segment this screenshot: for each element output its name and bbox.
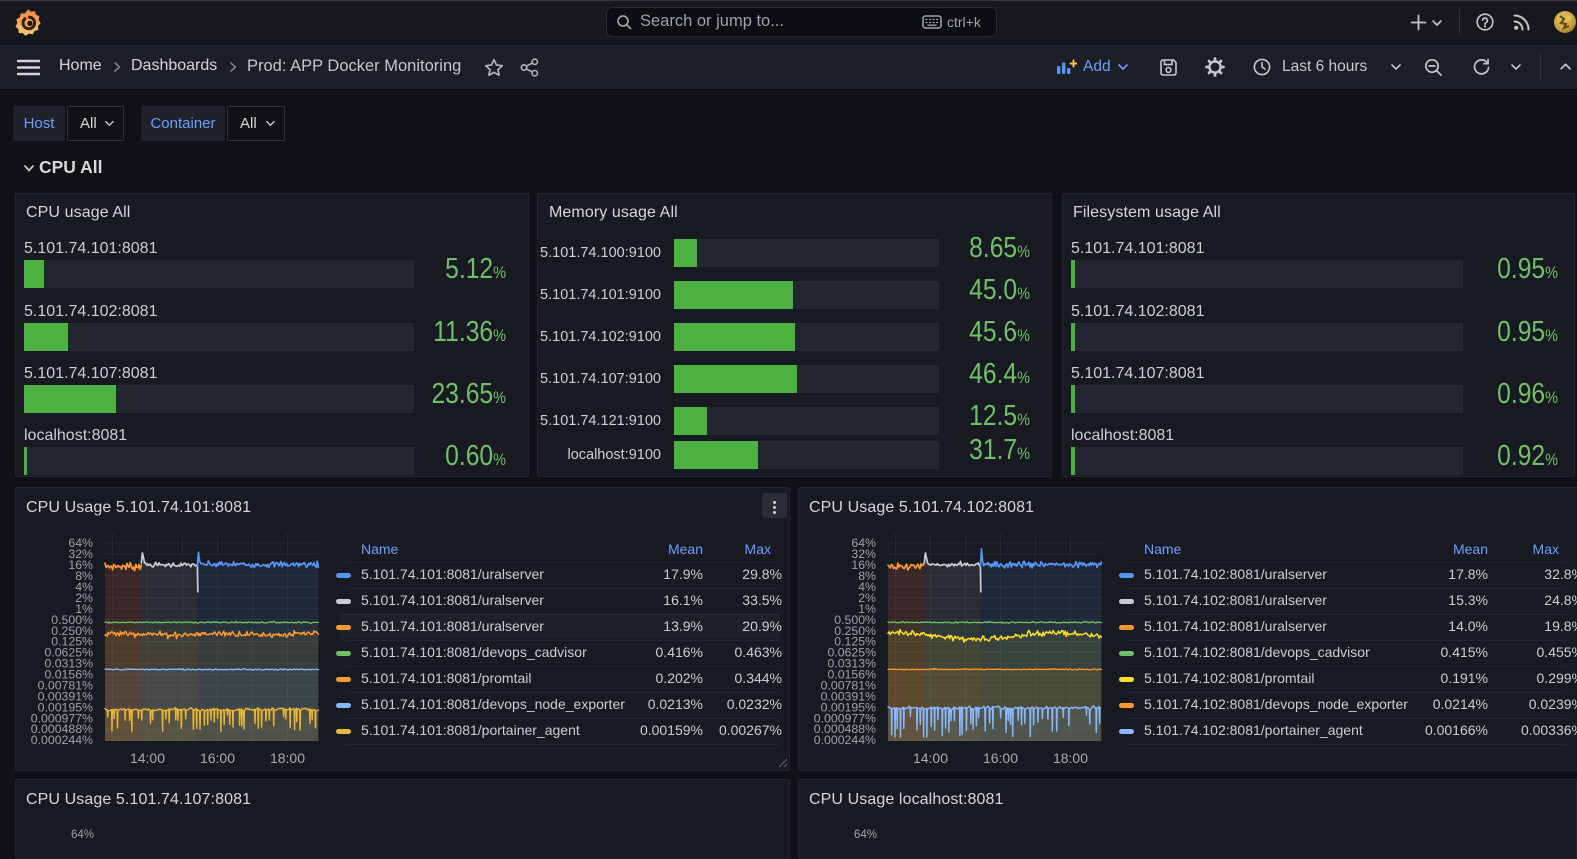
svg-text:0.0156%: 0.0156% (827, 668, 876, 682)
svg-text:64%: 64% (851, 536, 876, 550)
svg-text:0.00781%: 0.00781% (821, 679, 876, 693)
svg-text:4%: 4% (858, 580, 876, 594)
svg-text:0.125%: 0.125% (51, 635, 93, 649)
svg-text:0.500%: 0.500% (51, 613, 93, 627)
svg-text:0.00195%: 0.00195% (38, 700, 93, 714)
svg-text:16%: 16% (68, 558, 93, 572)
svg-text:18:00: 18:00 (270, 750, 305, 766)
svg-text:1%: 1% (75, 602, 93, 616)
svg-text:16:00: 16:00 (200, 750, 235, 766)
svg-text:2%: 2% (75, 591, 93, 605)
svg-text:0.000244%: 0.000244% (814, 733, 876, 747)
svg-text:2%: 2% (858, 591, 876, 605)
svg-text:8%: 8% (858, 569, 876, 583)
svg-text:16%: 16% (851, 558, 876, 572)
svg-text:0.00195%: 0.00195% (821, 700, 876, 714)
svg-text:14:00: 14:00 (130, 750, 165, 766)
svg-text:0.000977%: 0.000977% (31, 711, 93, 725)
svg-text:0.00781%: 0.00781% (38, 679, 93, 693)
svg-text:0.0313%: 0.0313% (827, 657, 876, 671)
svg-text:0.000244%: 0.000244% (31, 733, 93, 747)
svg-text:0.0625%: 0.0625% (44, 646, 93, 660)
svg-text:0.0156%: 0.0156% (44, 668, 93, 682)
svg-text:0.500%: 0.500% (834, 613, 876, 627)
svg-text:0.000488%: 0.000488% (31, 722, 93, 736)
svg-text:0.125%: 0.125% (834, 635, 876, 649)
svg-text:64%: 64% (68, 536, 93, 550)
svg-text:0.00391%: 0.00391% (821, 689, 876, 703)
svg-text:0.0625%: 0.0625% (827, 646, 876, 660)
svg-text:0.000488%: 0.000488% (814, 722, 876, 736)
svg-text:0.000977%: 0.000977% (814, 711, 876, 725)
svg-text:14:00: 14:00 (913, 750, 948, 766)
svg-text:8%: 8% (75, 569, 93, 583)
svg-text:0.250%: 0.250% (834, 624, 876, 638)
svg-text:32%: 32% (68, 547, 93, 561)
svg-text:0.00391%: 0.00391% (38, 689, 93, 703)
svg-text:1%: 1% (858, 602, 876, 616)
svg-text:0.250%: 0.250% (51, 624, 93, 638)
svg-text:4%: 4% (75, 580, 93, 594)
svg-text:16:00: 16:00 (983, 750, 1018, 766)
svg-text:32%: 32% (851, 547, 876, 561)
svg-text:0.0313%: 0.0313% (44, 657, 93, 671)
svg-text:18:00: 18:00 (1053, 750, 1088, 766)
